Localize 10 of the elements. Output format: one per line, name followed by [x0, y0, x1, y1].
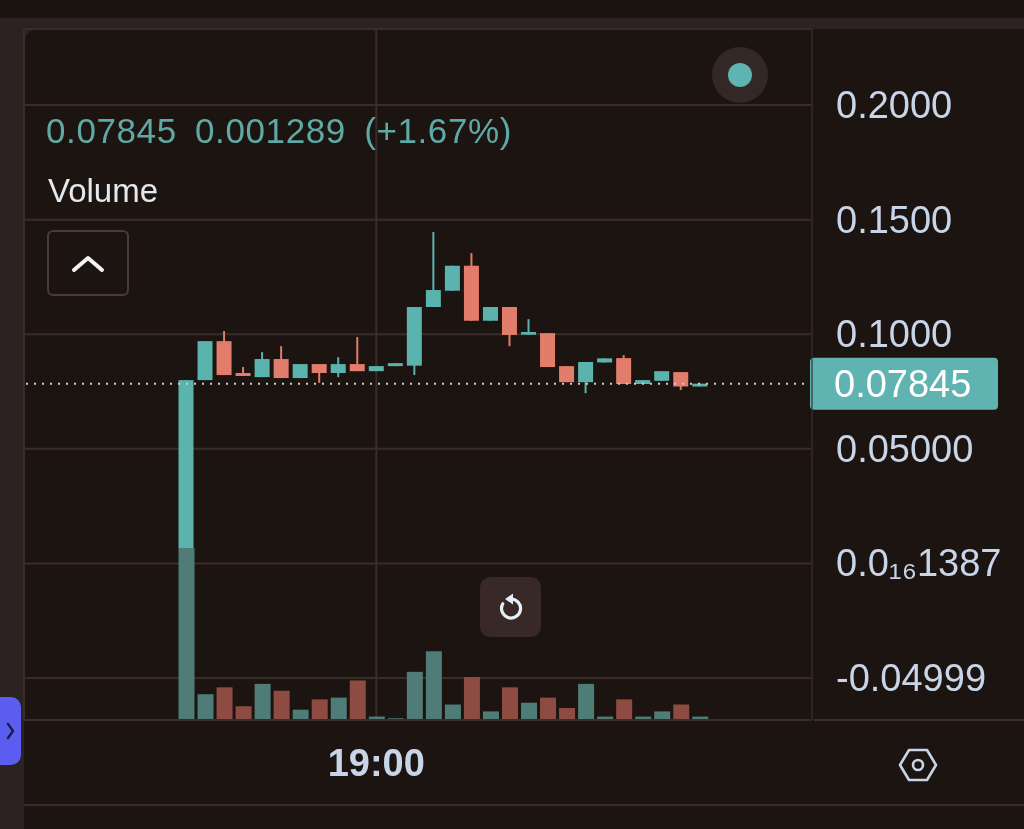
y-tick-label: 0.2000: [836, 84, 953, 127]
y-tick-label: 0.1000: [836, 313, 953, 356]
ref-line-label: 0.07845: [834, 362, 972, 405]
x-tick-label: 19:00: [327, 741, 425, 784]
y-tick-label: 0.1500: [836, 198, 953, 241]
text: 0.07845 0.001289 (+1.67%): [46, 111, 512, 151]
y-tick-label: 0.0₁₆1387: [836, 542, 1002, 585]
y-tick-label: -0.04999: [836, 657, 987, 700]
chart-title: Volume: [48, 172, 159, 210]
y-tick-label: 0.05000: [836, 427, 974, 470]
